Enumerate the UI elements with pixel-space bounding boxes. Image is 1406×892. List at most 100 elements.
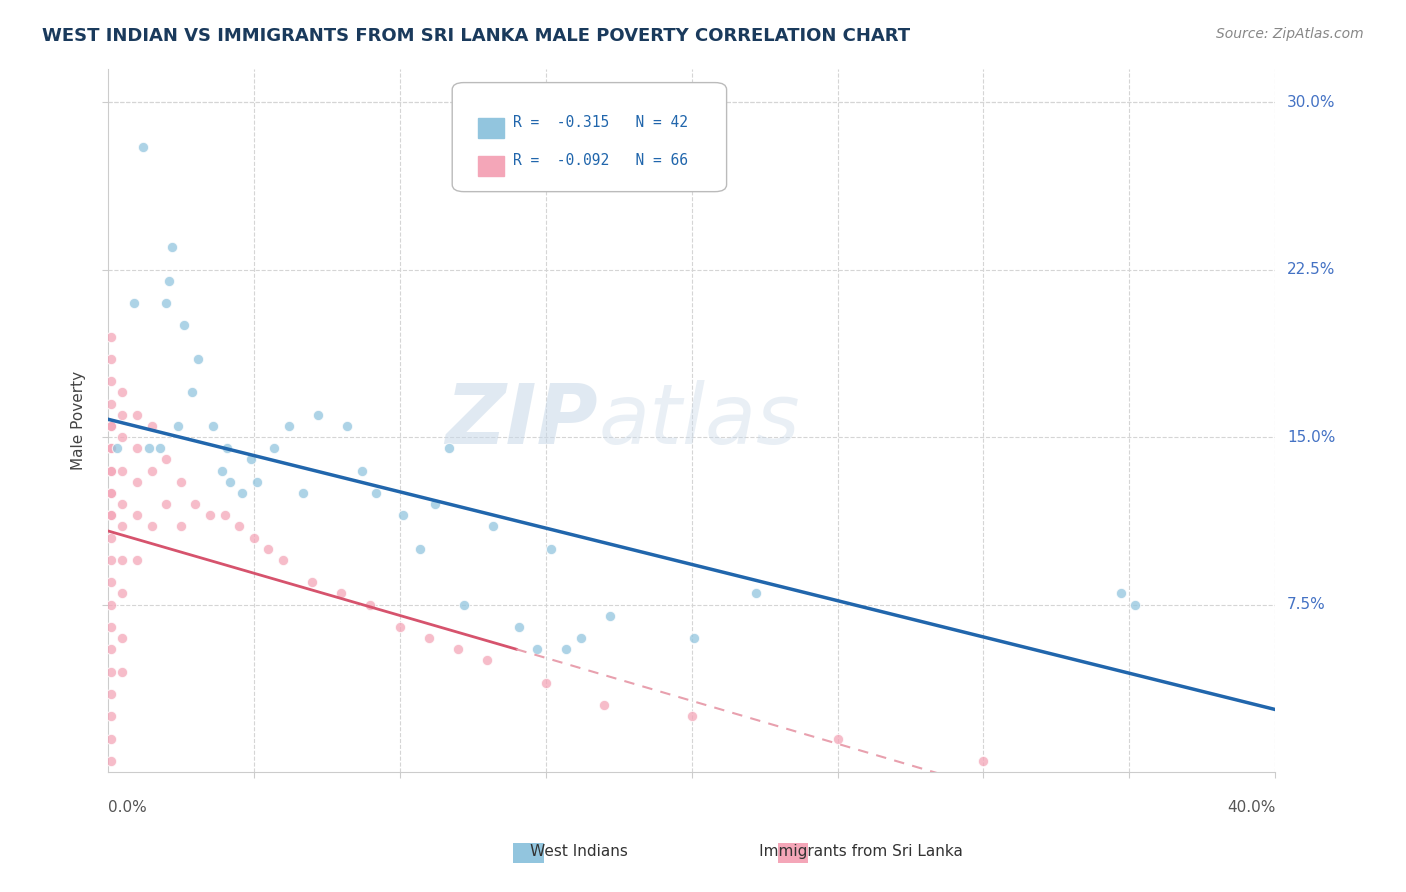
Point: [292, 486, 315, 500]
Point: [111, 497, 134, 511]
Point: [100, 396, 122, 410]
Point: [211, 464, 233, 478]
Point: [111, 631, 134, 645]
Point: [246, 475, 269, 489]
Point: [100, 374, 122, 388]
Point: [447, 642, 470, 657]
Point: [141, 418, 163, 433]
Point: [184, 497, 207, 511]
Point: [330, 586, 353, 600]
Point: [201, 418, 224, 433]
Point: [257, 541, 280, 556]
Point: [105, 441, 128, 455]
Point: [100, 486, 122, 500]
Point: [508, 620, 530, 634]
Point: [187, 351, 209, 366]
Point: [122, 296, 145, 310]
Text: 40.0%: 40.0%: [1227, 800, 1275, 815]
Point: [100, 687, 122, 701]
Point: [166, 418, 188, 433]
Point: [439, 441, 461, 455]
Point: [555, 642, 578, 657]
Point: [100, 642, 122, 657]
Point: [155, 452, 177, 467]
Point: [827, 731, 849, 746]
Point: [219, 475, 242, 489]
Text: Immigrants from Sri Lanka: Immigrants from Sri Lanka: [724, 845, 963, 859]
Point: [100, 709, 122, 723]
Text: 7.5%: 7.5%: [1286, 597, 1326, 612]
Point: [141, 464, 163, 478]
FancyBboxPatch shape: [453, 83, 727, 192]
Point: [593, 698, 616, 712]
Point: [418, 631, 440, 645]
Point: [100, 665, 122, 679]
Point: [111, 519, 134, 533]
Point: [157, 274, 180, 288]
Point: [100, 620, 122, 634]
Point: [271, 553, 294, 567]
Point: [111, 553, 134, 567]
Text: West Indians: West Indians: [496, 845, 628, 859]
Point: [534, 675, 557, 690]
Point: [277, 418, 299, 433]
Text: ZIP: ZIP: [446, 380, 598, 461]
Point: [155, 497, 177, 511]
Point: [336, 418, 359, 433]
Point: [125, 475, 148, 489]
Point: [1109, 586, 1132, 600]
Point: [100, 351, 122, 366]
Point: [100, 754, 122, 768]
Point: [100, 598, 122, 612]
Point: [350, 464, 373, 478]
Point: [391, 508, 413, 523]
Point: [111, 408, 134, 422]
Point: [423, 497, 446, 511]
Text: 0.0%: 0.0%: [108, 800, 146, 815]
Point: [111, 586, 134, 600]
Point: [100, 464, 122, 478]
Point: [228, 519, 250, 533]
Point: [683, 631, 706, 645]
Point: [482, 519, 505, 533]
Point: [125, 508, 148, 523]
Point: [125, 441, 148, 455]
Point: [111, 464, 134, 478]
Text: R =  -0.315   N = 42: R = -0.315 N = 42: [513, 115, 688, 130]
Point: [453, 598, 475, 612]
Point: [263, 441, 285, 455]
Point: [181, 385, 204, 400]
Point: [388, 620, 411, 634]
Point: [160, 240, 183, 254]
Point: [170, 519, 193, 533]
Point: [149, 441, 172, 455]
Point: [599, 608, 621, 623]
Bar: [478, 119, 503, 138]
Point: [100, 441, 122, 455]
Point: [100, 418, 122, 433]
Point: [972, 754, 994, 768]
Point: [170, 475, 193, 489]
Point: [173, 318, 195, 333]
Point: [100, 508, 122, 523]
Point: [111, 665, 134, 679]
Point: [526, 642, 548, 657]
Point: [100, 486, 122, 500]
Point: [745, 586, 768, 600]
Point: [100, 508, 122, 523]
Point: [100, 464, 122, 478]
Point: [217, 441, 239, 455]
Point: [100, 329, 122, 343]
Point: [214, 508, 236, 523]
Point: [569, 631, 592, 645]
Text: Source: ZipAtlas.com: Source: ZipAtlas.com: [1216, 27, 1364, 41]
Y-axis label: Male Poverty: Male Poverty: [72, 371, 86, 470]
Point: [301, 575, 323, 590]
Text: atlas: atlas: [598, 380, 800, 461]
Point: [100, 731, 122, 746]
Point: [307, 408, 329, 422]
Text: 30.0%: 30.0%: [1286, 95, 1336, 110]
Text: 22.5%: 22.5%: [1286, 262, 1336, 277]
Point: [1123, 598, 1146, 612]
Bar: [478, 156, 503, 177]
